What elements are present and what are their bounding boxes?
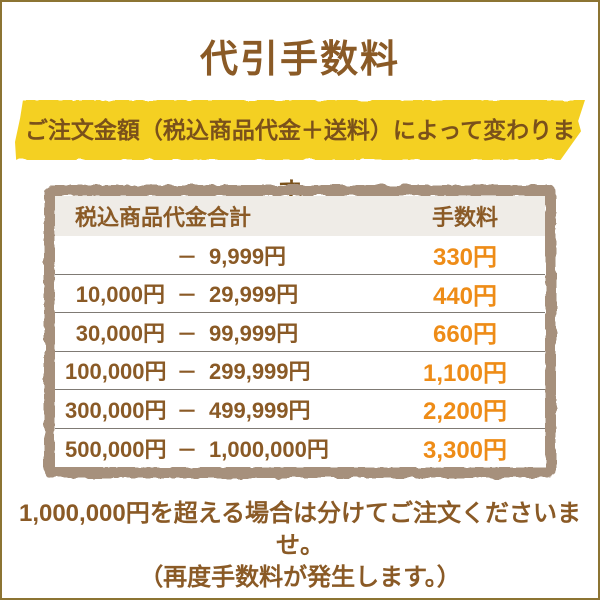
table-row: 100,000円 － 299,999円 1,100円: [55, 352, 545, 390]
range-lower: 30,000円: [75, 320, 165, 346]
range-lower: 300,000円: [65, 397, 167, 423]
fee-table-rough-border: [44, 185, 556, 478]
table-row: 500,000円 － 1,000,000円 3,300円: [55, 429, 545, 468]
range-dash: －: [177, 285, 197, 308]
range-cell: 10,000円 － 29,999円: [55, 277, 385, 309]
range-dash: －: [177, 439, 197, 462]
range-upper: 299,999円: [209, 359, 311, 385]
table-row: － 9,999円 330円: [55, 236, 545, 275]
order-amount-banner: ご注文金額（税込商品代金＋送料）によって変わります。: [15, 100, 585, 203]
range-lower: 500,000円: [65, 436, 167, 462]
fee-value: 1,100円: [422, 359, 508, 387]
fee-value: 440円: [432, 282, 498, 310]
header-range-label: 税込商品代金合計: [75, 205, 252, 230]
range-cell: 30,000円 － 99,999円: [55, 316, 385, 348]
footer-note: 1,000,000円を超える場合は分けてご注文くださいませ。 （再度手数料が発生…: [2, 498, 598, 594]
page-title: 代引手数料: [199, 39, 400, 81]
range-upper: 29,999円: [209, 282, 299, 308]
footer-line2: （再度手数料が発生します。）: [139, 564, 461, 591]
banner-tape-background: [15, 100, 585, 160]
table-row: 10,000円 － 29,999円 440円: [55, 275, 545, 313]
fee-table-content: 税込商品代金合計 手数料 － 9,999円 330円 10,000円 － 29,…: [55, 196, 545, 467]
fee-value: 660円: [432, 321, 498, 349]
range-cell: 100,000円 － 299,999円: [55, 354, 385, 386]
range-lower: 100,000円: [65, 359, 167, 385]
range-upper: 1,000,000円: [209, 436, 329, 462]
range-dash: －: [177, 400, 197, 423]
range-dash: －: [177, 246, 197, 269]
banner-text: ご注文金額（税込商品代金＋送料）によって変わります。: [24, 117, 576, 203]
range-upper: 499,999円: [209, 397, 311, 423]
fee-value: 3,300円: [422, 437, 508, 465]
table-row: 30,000円 － 99,999円 660円: [55, 313, 545, 352]
range-cell: － 9,999円: [55, 239, 385, 271]
range-upper: 99,999円: [209, 320, 299, 346]
range-dash: －: [177, 362, 197, 385]
range-dash: －: [177, 323, 197, 346]
fee-value: 2,200円: [422, 398, 508, 426]
range-upper: 9,999円: [209, 243, 287, 269]
range-cell: 300,000円 － 499,999円: [55, 393, 385, 425]
table-row: 300,000円 － 499,999円 2,200円: [55, 390, 545, 429]
fee-table-header-row: 税込商品代金合計 手数料: [55, 196, 545, 236]
range-cell: 500,000円 － 1,000,000円: [55, 432, 385, 464]
footer-line1: 1,000,000円を超える場合は分けてご注文くださいませ。: [18, 500, 582, 559]
range-lower: 10,000円: [75, 282, 165, 308]
fee-table: 税込商品代金合計 手数料 － 9,999円 330円 10,000円 － 29,…: [44, 185, 556, 478]
header-fee-label: 手数料: [431, 205, 498, 230]
fee-value: 330円: [432, 244, 498, 272]
